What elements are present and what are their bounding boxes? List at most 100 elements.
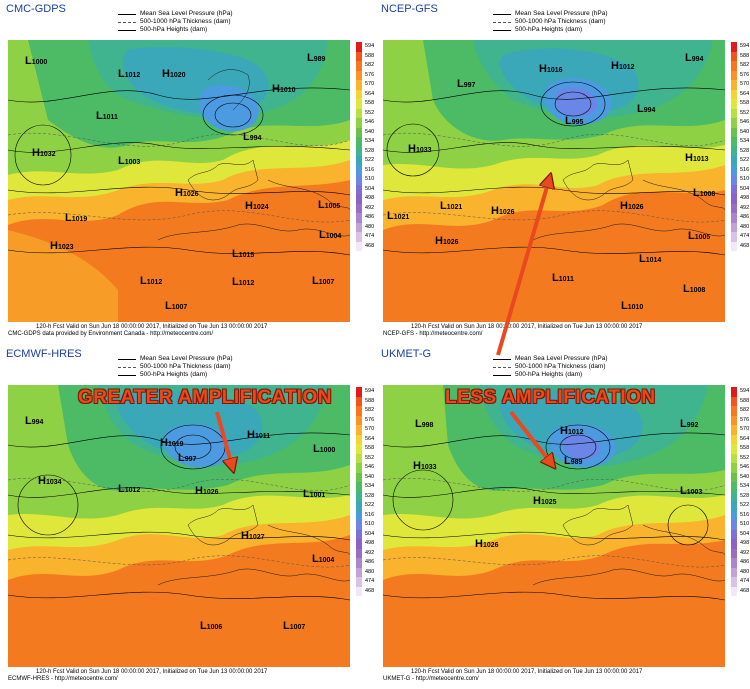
forecast-map — [8, 385, 350, 667]
colorbar-label: 480 — [740, 568, 750, 575]
colorbar-label: 474 — [365, 578, 375, 584]
pressure-high: H1020 — [162, 68, 186, 80]
colorbar-step: 474 — [731, 232, 749, 243]
pressure-low: L1003 — [680, 485, 703, 497]
dashed-line-icon — [118, 21, 136, 23]
colorbar-label: 486 — [740, 214, 750, 220]
map-legend: Mean Sea Level Pressure (hPa) 500-1000 h… — [493, 10, 608, 34]
colorbar-step: 474 — [731, 577, 749, 588]
thickness-colorbar: 594 588 582 576 570 564 558 552 546 540 534 528 522 5… — [731, 387, 750, 597]
colorbar-step: 528 — [731, 146, 749, 157]
colorbar-step: 546 — [356, 463, 374, 474]
solid-line-icon — [118, 13, 136, 15]
legend-thickness: 500-1000 hPa Thickness (dam) — [140, 363, 231, 370]
colorbar-label: 492 — [365, 549, 375, 556]
footer-source: CMC-GDPS data provided by Environment Ca… — [8, 331, 214, 337]
footer-source: NCEP-GFS - http://meteocentre.com/ — [383, 331, 483, 337]
pressure-high: H1026 — [435, 235, 459, 247]
colorbar-step: 498 — [731, 539, 749, 550]
pressure-low: L994 — [637, 103, 656, 115]
pressure-low: L1008 — [693, 187, 716, 199]
panel-footer: 120-h Fcst Valid on Sun Jun 18 00:00:00 … — [383, 669, 642, 683]
colorbar-label: 576 — [365, 416, 375, 423]
colorbar-step: 588 — [731, 396, 749, 407]
colorbar-step: 504 — [731, 184, 749, 195]
panel-title: CMC-GDPS — [6, 3, 66, 15]
colorbar-step: 594 — [731, 42, 749, 53]
pressure-low: L1019 — [65, 212, 88, 224]
colorbar-swatch — [356, 241, 362, 252]
colorbar-step: 594 — [731, 387, 750, 398]
pressure-high: H1016 — [539, 63, 563, 75]
pressure-high: H1034 — [38, 475, 62, 487]
colorbar-step: 534 — [356, 482, 374, 493]
footer-valid-time: 120-h Fcst Valid on Sun Jun 18 00:00:00 … — [36, 669, 268, 675]
map-legend: Mean Sea Level Pressure (hPa) 500-1000 h… — [118, 10, 233, 34]
colorbar-label: 522 — [740, 502, 750, 508]
colorbar-label: 468 — [365, 242, 375, 249]
colorbar-step: 522 — [356, 156, 374, 167]
solid-line-icon — [493, 13, 511, 15]
legend-mslp: Mean Sea Level Pressure (hPa) — [515, 355, 608, 362]
colorbar-step: 516 — [356, 510, 374, 521]
colorbar-label: 504 — [365, 185, 375, 192]
colorbar-step: 522 — [731, 156, 749, 167]
pressure-low: L1021 — [387, 210, 410, 222]
colorbar-label: 546 — [740, 464, 750, 470]
dashed-line-icon — [493, 366, 511, 368]
colorbar-step: 540 — [356, 127, 374, 138]
solid-line-icon — [118, 29, 136, 31]
pressure-low: L1005 — [688, 230, 711, 242]
pressure-low: L998 — [415, 418, 434, 430]
colorbar-label: 594 — [740, 388, 750, 394]
colorbar-step: 468 — [356, 586, 374, 597]
colorbar-step: 486 — [356, 213, 374, 224]
colorbar-step: 576 — [356, 415, 375, 426]
footer-valid-time: 120-h Fcst Valid on Sun Jun 18 00:00:00 … — [36, 324, 268, 330]
colorbar-label: 498 — [365, 540, 375, 546]
pressure-low: L1014 — [639, 253, 662, 265]
pressure-low: L1011 — [96, 110, 118, 122]
pressure-low: L1004 — [319, 229, 342, 241]
legend-mslp: Mean Sea Level Pressure (hPa) — [140, 355, 233, 362]
colorbar-step: 504 — [356, 529, 374, 540]
colorbar-step: 582 — [356, 61, 375, 72]
pressure-low: L1011 — [552, 272, 574, 284]
pressure-high: H1033 — [413, 460, 437, 472]
pressure-high: H1027 — [241, 530, 265, 542]
colorbar-label: 582 — [365, 62, 375, 68]
colorbar-step: 588 — [731, 51, 750, 62]
pressure-high: H1019 — [160, 437, 184, 449]
colorbar-label: 540 — [365, 473, 375, 480]
colorbar-label: 594 — [365, 388, 375, 394]
colorbar-step: 498 — [356, 539, 375, 550]
pressure-high: H1025 — [533, 495, 557, 507]
colorbar-step: 492 — [731, 548, 749, 559]
colorbar-step: 570 — [731, 425, 750, 436]
map-legend: Mean Sea Level Pressure (hPa) 500-1000 h… — [493, 355, 608, 379]
colorbar-label: 528 — [365, 492, 375, 499]
colorbar-step: 540 — [731, 472, 750, 483]
colorbar-label: 540 — [740, 473, 750, 480]
colorbar-label: 546 — [365, 119, 375, 125]
colorbar-step: 468 — [356, 241, 375, 252]
colorbar-label: 564 — [740, 90, 750, 97]
colorbar-label: 480 — [365, 223, 375, 230]
colorbar-step: 546 — [731, 118, 749, 129]
colorbar-step: 516 — [731, 510, 749, 521]
colorbar-step: 474 — [356, 577, 375, 588]
pressure-low: L1012 — [118, 68, 141, 80]
footer-source: ECMWF-HRES - http://meteocentre.com/ — [8, 676, 118, 682]
colorbar-step: 570 — [731, 80, 749, 91]
dashed-line-icon — [118, 366, 136, 368]
colorbar-label: 570 — [740, 426, 750, 432]
colorbar-step: 594 — [356, 42, 374, 53]
colorbar-label: 534 — [365, 138, 375, 144]
colorbar-step: 474 — [356, 232, 374, 243]
colorbar-step: 564 — [731, 89, 750, 100]
colorbar-step: 534 — [731, 137, 749, 148]
colorbar-label: 588 — [365, 397, 375, 404]
colorbar-label: 588 — [740, 52, 750, 59]
colorbar-label: 564 — [365, 435, 375, 442]
colorbar-step: 528 — [356, 491, 375, 502]
